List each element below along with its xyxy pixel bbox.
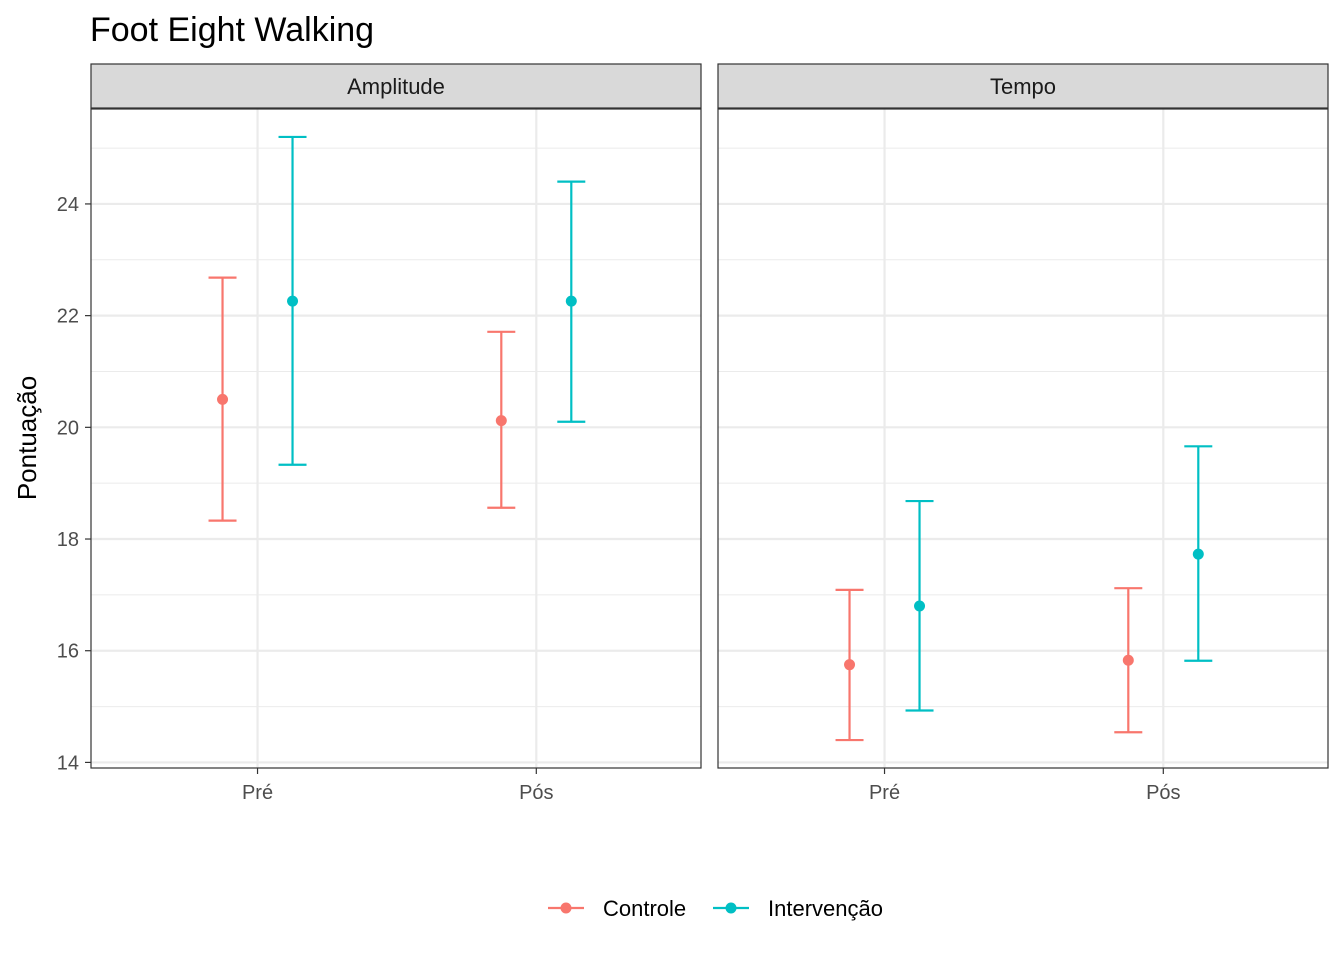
x-tick-label: Pré bbox=[869, 782, 900, 804]
series-controle bbox=[835, 587, 1143, 742]
mean-point bbox=[565, 295, 577, 307]
mean-point bbox=[287, 295, 299, 307]
legend: Controle Intervenção bbox=[548, 896, 883, 921]
panel-border bbox=[717, 108, 1329, 769]
mean-point bbox=[217, 393, 229, 405]
series-intervencao bbox=[278, 135, 586, 466]
plot-background bbox=[718, 109, 1328, 768]
legend-item-intervencao: Intervenção bbox=[713, 896, 883, 921]
x-tick-label: Pós bbox=[519, 782, 553, 804]
y-tick-label: 14 bbox=[57, 752, 79, 774]
x-tick-label: Pré bbox=[242, 782, 273, 804]
panel-border bbox=[90, 108, 702, 769]
chart-title: Foot Eight Walking bbox=[90, 11, 374, 49]
mean-point bbox=[844, 659, 856, 671]
y-axis: 14 16 18 20 22 24 bbox=[57, 194, 91, 774]
legend-label: Controle bbox=[603, 896, 686, 921]
legend-key-point bbox=[725, 902, 737, 914]
plot-background bbox=[91, 109, 701, 768]
y-tick-label: 18 bbox=[57, 529, 79, 551]
facet-strip-label: Tempo bbox=[990, 74, 1056, 99]
x-tick-label: Pós bbox=[1146, 782, 1180, 804]
mean-point bbox=[914, 600, 926, 612]
facet-panel-amplitude: Amplitude Pré Pós bbox=[90, 63, 702, 804]
y-tick-label: 20 bbox=[57, 417, 79, 439]
mean-point bbox=[495, 415, 507, 427]
mean-point bbox=[1122, 654, 1134, 666]
facet-strip-label: Amplitude bbox=[347, 74, 445, 99]
mean-point bbox=[1192, 548, 1204, 560]
facet-strip bbox=[90, 63, 702, 109]
y-tick-label: 22 bbox=[57, 306, 79, 328]
y-axis-title: Pontuação bbox=[12, 376, 42, 500]
series-controle bbox=[208, 276, 516, 522]
series-intervencao bbox=[905, 445, 1213, 712]
legend-label: Intervenção bbox=[768, 896, 883, 921]
legend-key-point bbox=[560, 902, 572, 914]
facet-strip bbox=[717, 63, 1329, 109]
facet-panel-tempo: Tempo Pré Pós bbox=[717, 63, 1329, 804]
y-tick-label: 16 bbox=[57, 641, 79, 663]
legend-item-controle: Controle bbox=[548, 896, 686, 921]
y-tick-label: 24 bbox=[57, 194, 79, 216]
